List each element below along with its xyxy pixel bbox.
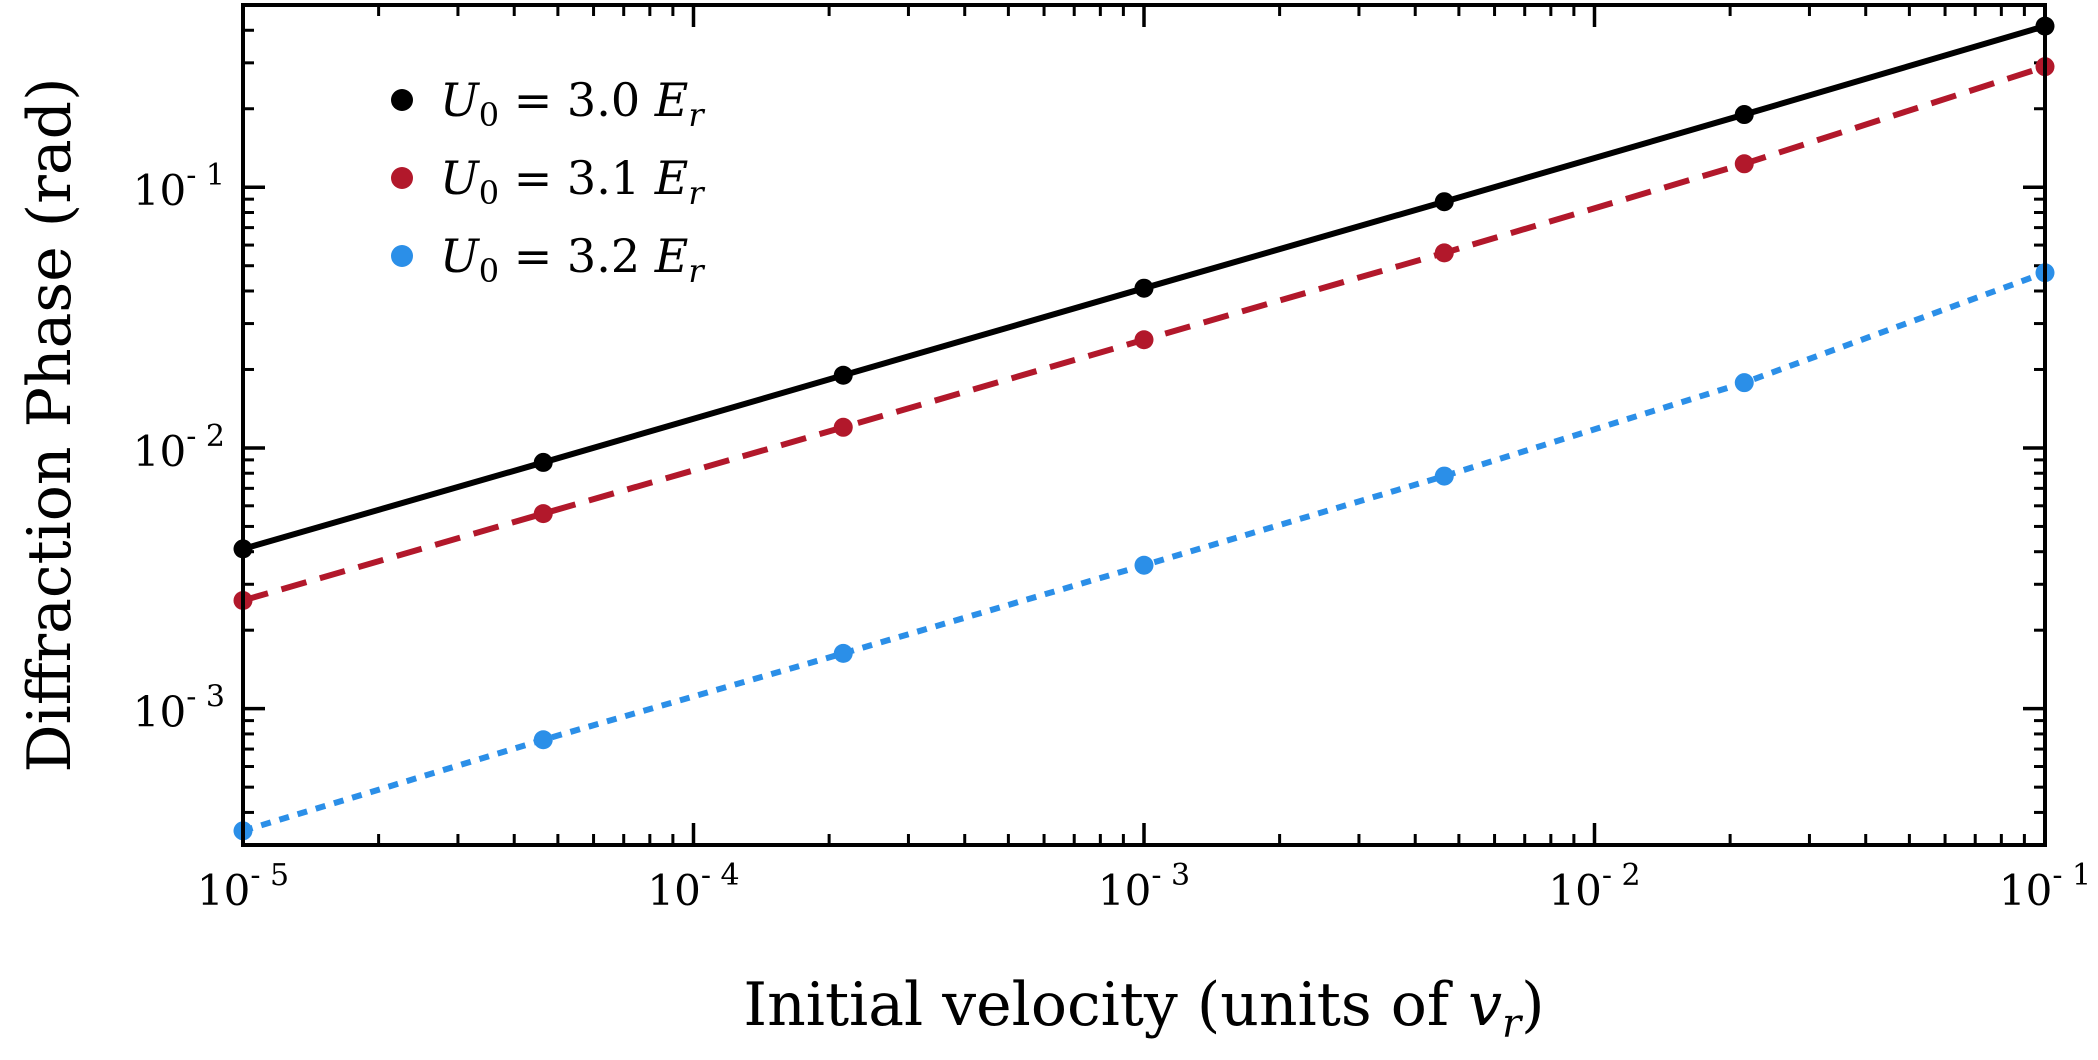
legend: U0 = 3.0 Er U0 = 3.1 Er U0 = 3.2 Er	[391, 73, 705, 290]
x-tick-label: 10- 3	[1098, 858, 1190, 915]
x-tick-label: 10- 4	[647, 858, 739, 915]
data-point	[833, 643, 853, 663]
data-point	[1434, 466, 1454, 486]
x-tick-label: 10- 5	[197, 858, 289, 915]
data-point	[1734, 105, 1754, 125]
data-point	[833, 417, 853, 437]
data-point	[533, 730, 553, 750]
legend-label-2: U0 = 3.2 Er	[440, 229, 705, 290]
x-tick-label: 10- 1	[1999, 858, 2091, 915]
data-point	[533, 452, 553, 472]
data-point	[1134, 330, 1154, 350]
data-point	[1134, 555, 1154, 575]
legend-marker-2	[391, 245, 413, 267]
x-tick-label: 10- 2	[1548, 858, 1640, 915]
data-point	[1134, 278, 1154, 298]
minor-ticks	[243, 5, 2045, 847]
legend-label-0: U0 = 3.0 Er	[440, 73, 705, 134]
data-point	[1434, 243, 1454, 263]
data-point	[1434, 192, 1454, 212]
legend-marker-1	[391, 167, 413, 189]
data-point	[1734, 154, 1754, 174]
x-axis-label: Initial velocity (units of vr)	[743, 970, 1544, 1047]
plot-frame	[241, 3, 2047, 847]
series-layer	[233, 16, 2055, 841]
series-line-2	[242, 269, 2047, 834]
series-1	[233, 57, 2055, 610]
major-ticks	[241, 5, 2047, 845]
data-point	[1734, 373, 1754, 393]
y-tick-label: 10- 3	[133, 680, 225, 737]
y-axis-label: Diffraction Phase (rad)	[15, 78, 85, 773]
series-0	[233, 16, 2055, 559]
y-tick-labels: 10- 3 10- 2 10- 1	[133, 158, 225, 736]
series-2	[233, 263, 2055, 841]
legend-label-1: U0 = 3.1 Er	[440, 151, 705, 212]
x-tick-labels: 10- 5 10- 4 10- 3 10- 2 10- 1	[197, 858, 2091, 915]
legend-marker-0	[391, 89, 413, 111]
y-tick-label: 10- 2	[133, 419, 225, 476]
data-point	[533, 504, 553, 524]
data-point	[833, 365, 853, 385]
y-tick-label: 10- 1	[133, 158, 225, 215]
